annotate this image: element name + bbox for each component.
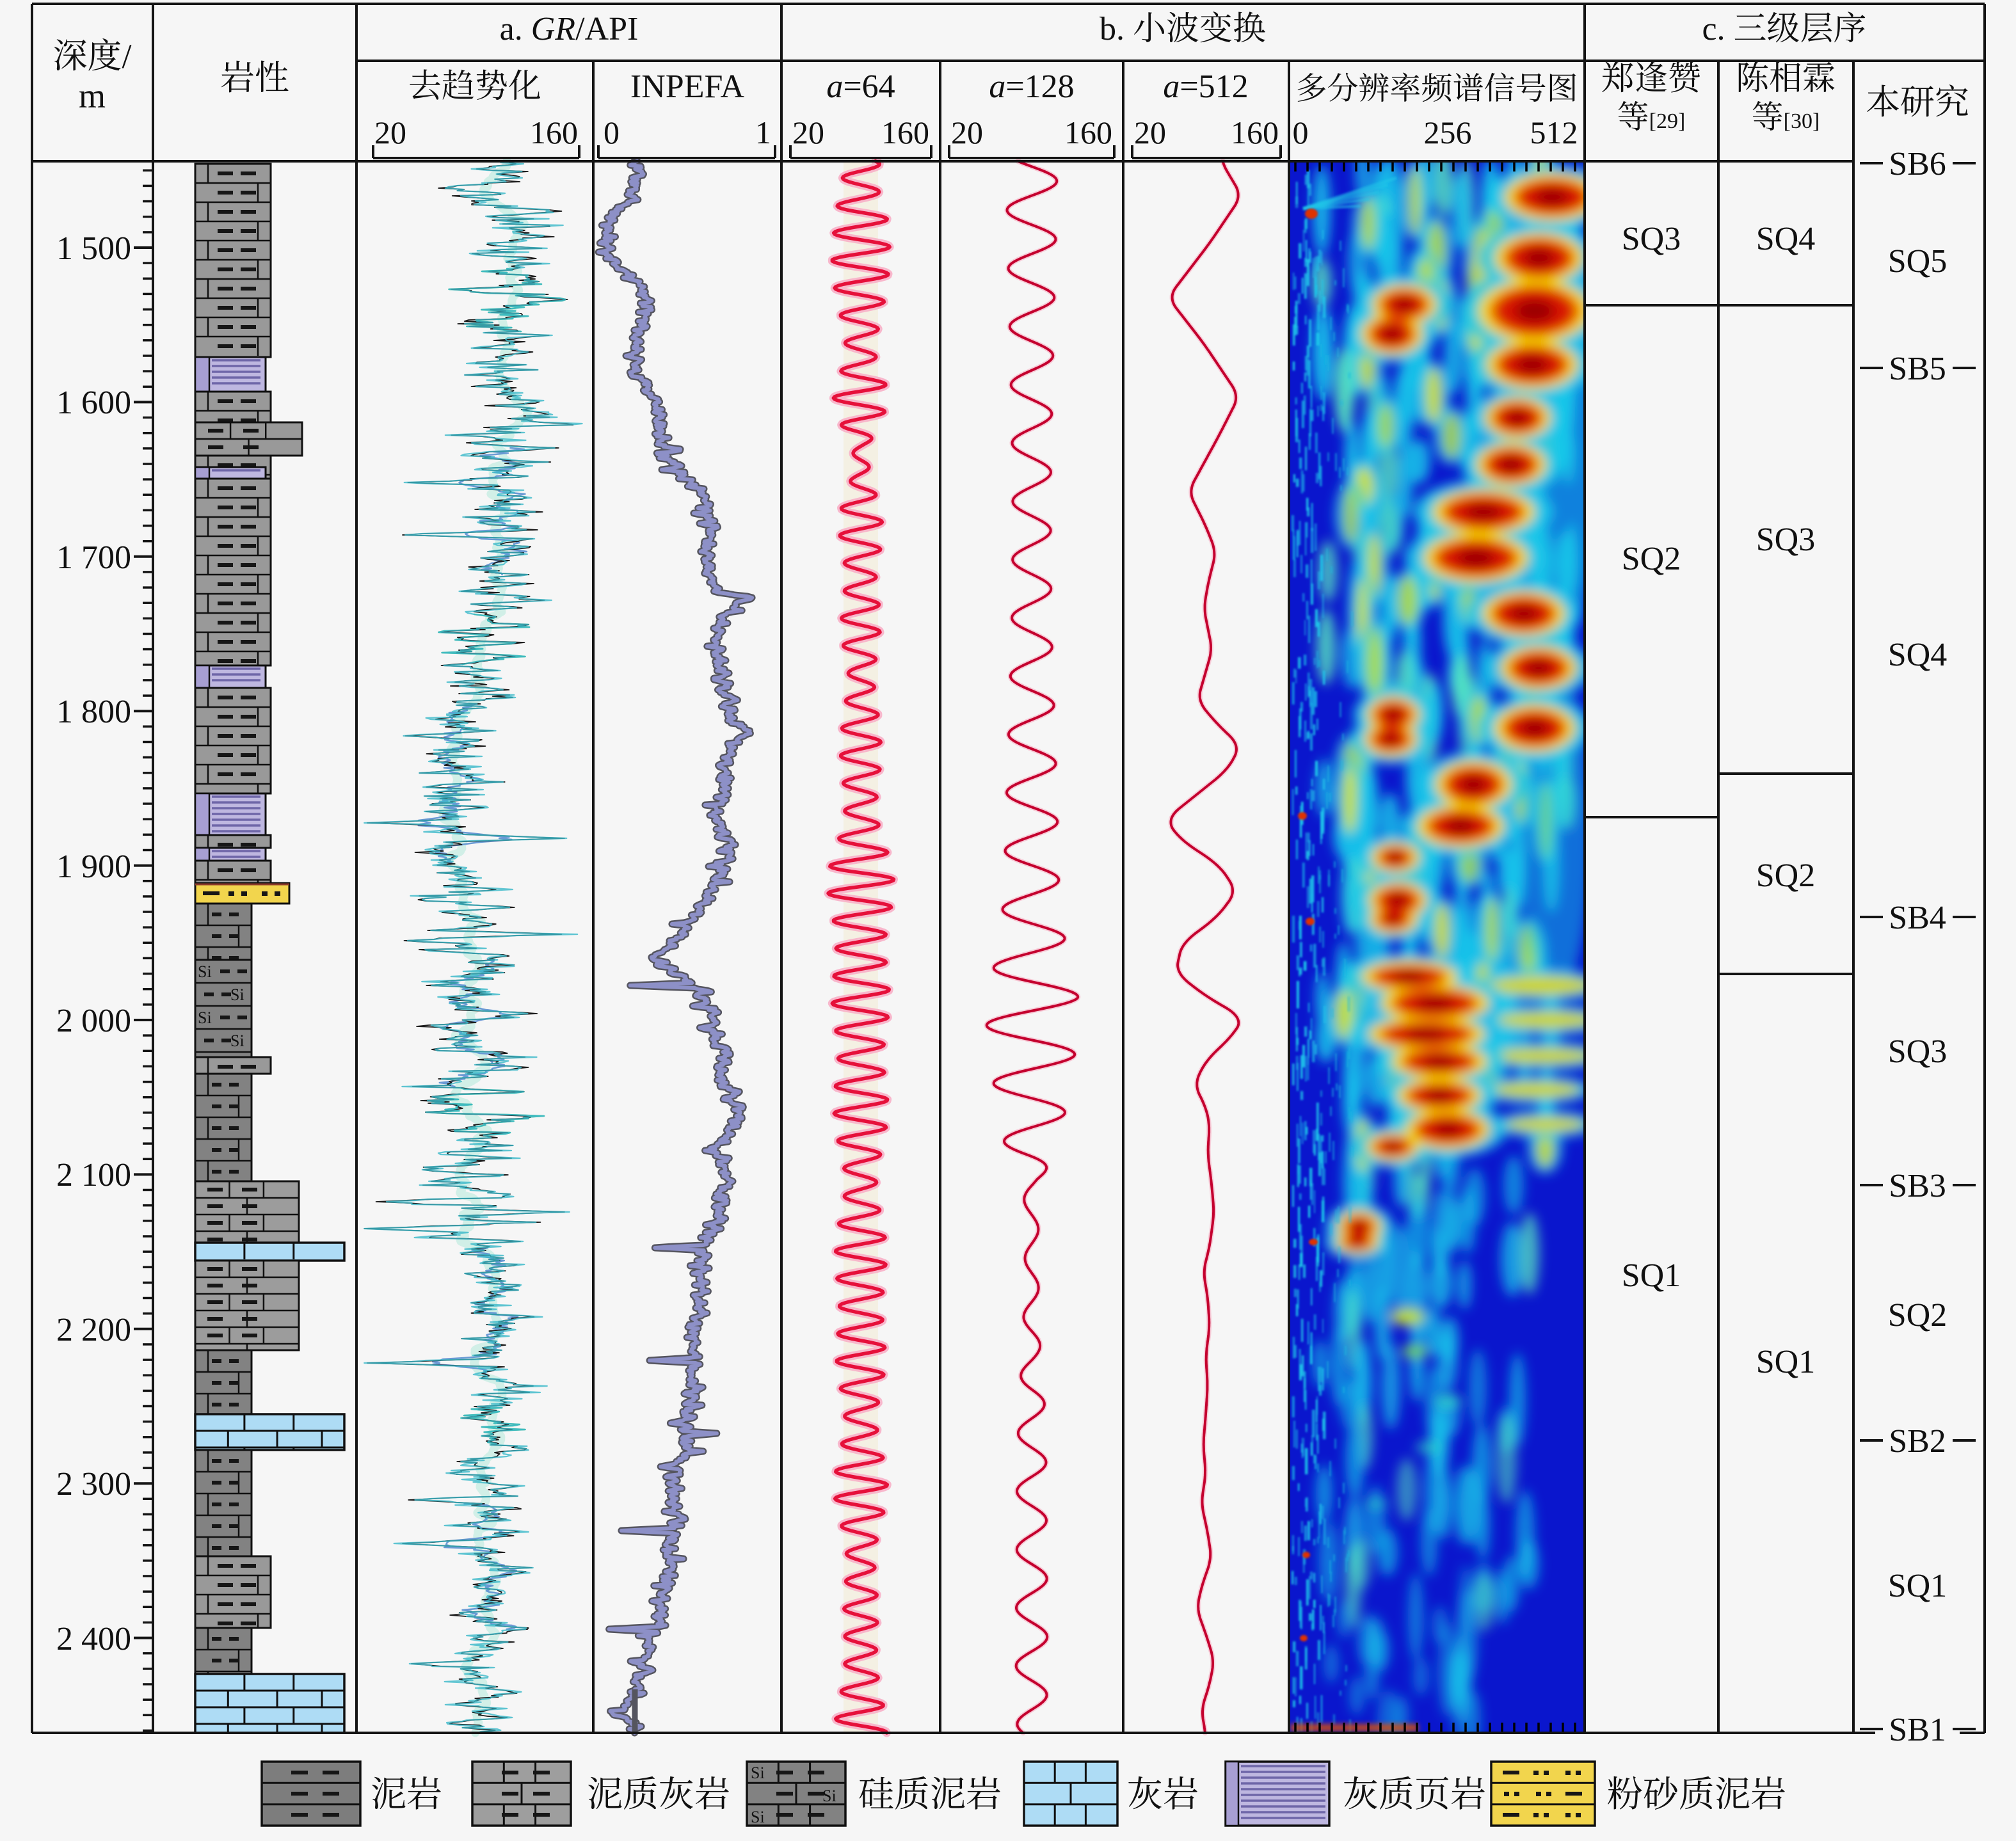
svg-text:SQ4: SQ4 — [1756, 221, 1815, 257]
svg-text:20: 20 — [951, 115, 983, 150]
svg-text:SQ5: SQ5 — [1888, 243, 1947, 280]
svg-text:m: m — [79, 77, 106, 115]
svg-text:1 900: 1 900 — [56, 849, 131, 885]
svg-text:泥岩: 泥岩 — [371, 1766, 442, 1817]
svg-text:1 600: 1 600 — [56, 385, 131, 421]
svg-text:256: 256 — [1424, 115, 1472, 150]
svg-text:a=512: a=512 — [1163, 68, 1248, 105]
svg-text:岩性: 岩性 — [220, 51, 289, 100]
svg-text:SQ3: SQ3 — [1756, 522, 1815, 558]
svg-text:20: 20 — [1134, 115, 1166, 150]
svg-text:160: 160 — [530, 115, 578, 150]
svg-text:Si: Si — [230, 1032, 244, 1050]
svg-text:a=128: a=128 — [989, 68, 1074, 105]
svg-text:20: 20 — [374, 115, 406, 150]
svg-text:Si: Si — [751, 1764, 765, 1782]
svg-text:SB1: SB1 — [1889, 1712, 1946, 1748]
svg-text:160: 160 — [1231, 115, 1279, 150]
svg-text:0: 0 — [604, 115, 620, 150]
svg-text:Si: Si — [198, 962, 212, 981]
svg-text:160: 160 — [1064, 115, 1112, 150]
svg-text:SB2: SB2 — [1889, 1423, 1946, 1460]
svg-text:Si: Si — [198, 1008, 212, 1027]
svg-text:SQ2: SQ2 — [1756, 857, 1815, 894]
svg-text:a=64: a=64 — [826, 68, 895, 105]
svg-text:2 000: 2 000 — [56, 1003, 131, 1039]
svg-text:SQ4: SQ4 — [1888, 637, 1947, 673]
svg-text:去趋势化: 去趋势化 — [408, 59, 541, 107]
svg-text:SQ2: SQ2 — [1622, 541, 1681, 577]
svg-text:1 500: 1 500 — [56, 230, 131, 267]
svg-text:Si: Si — [230, 985, 244, 1004]
svg-text:1 700: 1 700 — [56, 539, 131, 576]
svg-text:2 400: 2 400 — [56, 1621, 131, 1657]
svg-text:SQ3: SQ3 — [1622, 221, 1681, 257]
svg-text:20: 20 — [792, 115, 824, 150]
svg-text:INPEFA: INPEFA — [630, 68, 745, 105]
svg-text:Si: Si — [751, 1808, 765, 1826]
svg-text:泥质灰岩: 泥质灰岩 — [587, 1766, 730, 1817]
svg-text:2 100: 2 100 — [56, 1157, 131, 1193]
svg-text:SQ1: SQ1 — [1622, 1257, 1681, 1294]
svg-text:灰岩: 灰岩 — [1127, 1766, 1199, 1817]
svg-text:1: 1 — [755, 115, 771, 150]
svg-text:SQ1: SQ1 — [1888, 1568, 1947, 1604]
svg-text:2 200: 2 200 — [56, 1312, 131, 1348]
svg-text:b. 小波变换: b. 小波变换 — [1100, 1, 1266, 49]
svg-text:Si: Si — [822, 1787, 836, 1805]
svg-text:a. GR/API: a. GR/API — [500, 11, 639, 47]
svg-text:本研究: 本研究 — [1866, 75, 1969, 124]
svg-text:SB5: SB5 — [1889, 351, 1946, 387]
svg-text:1 800: 1 800 — [56, 694, 131, 730]
svg-text:SQ1: SQ1 — [1756, 1344, 1815, 1380]
svg-text:多分辨率频谱信号图: 多分辨率频谱信号图 — [1295, 64, 1578, 109]
svg-text:SB3: SB3 — [1889, 1168, 1946, 1204]
svg-text:SB4: SB4 — [1889, 900, 1946, 936]
svg-text:SB6: SB6 — [1889, 146, 1946, 182]
svg-text:c. 三级层序: c. 三级层序 — [1702, 1, 1866, 49]
svg-text:2 300: 2 300 — [56, 1466, 131, 1502]
svg-text:灰质页岩: 灰质页岩 — [1343, 1766, 1486, 1817]
svg-text:粉砂质泥岩: 粉砂质泥岩 — [1607, 1766, 1786, 1817]
svg-text:SQ3: SQ3 — [1888, 1033, 1947, 1070]
svg-text:郑逢赞: 郑逢赞 — [1601, 51, 1701, 99]
svg-text:陈相霖: 陈相霖 — [1736, 51, 1836, 99]
svg-text:512: 512 — [1530, 115, 1578, 150]
svg-text:0: 0 — [1293, 115, 1309, 150]
svg-text:硅质泥岩: 硅质泥岩 — [858, 1766, 1002, 1817]
svg-text:SQ2: SQ2 — [1888, 1297, 1947, 1334]
svg-text:160: 160 — [881, 115, 929, 150]
svg-text:深度/: 深度/ — [52, 29, 131, 78]
